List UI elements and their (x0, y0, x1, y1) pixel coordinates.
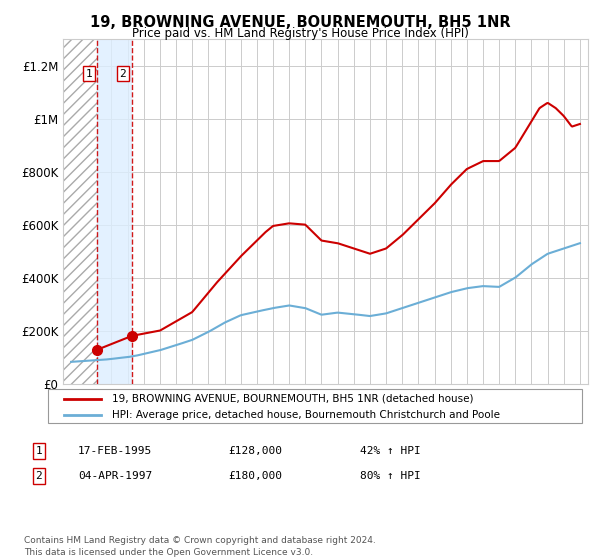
Text: 19, BROWNING AVENUE, BOURNEMOUTH, BH5 1NR: 19, BROWNING AVENUE, BOURNEMOUTH, BH5 1N… (89, 15, 511, 30)
Text: HPI: Average price, detached house, Bournemouth Christchurch and Poole: HPI: Average price, detached house, Bour… (112, 410, 500, 421)
Text: £180,000: £180,000 (228, 471, 282, 481)
Text: 04-APR-1997: 04-APR-1997 (78, 471, 152, 481)
Text: 1: 1 (85, 69, 92, 78)
Text: £128,000: £128,000 (228, 446, 282, 456)
FancyBboxPatch shape (48, 389, 582, 423)
Text: Contains HM Land Registry data © Crown copyright and database right 2024.
This d: Contains HM Land Registry data © Crown c… (24, 536, 376, 557)
Text: 17-FEB-1995: 17-FEB-1995 (78, 446, 152, 456)
Text: 1: 1 (35, 446, 43, 456)
Text: Price paid vs. HM Land Registry's House Price Index (HPI): Price paid vs. HM Land Registry's House … (131, 27, 469, 40)
Text: 2: 2 (35, 471, 43, 481)
Text: 80% ↑ HPI: 80% ↑ HPI (360, 471, 421, 481)
Text: 42% ↑ HPI: 42% ↑ HPI (360, 446, 421, 456)
Bar (97, 39, 131, 384)
Text: 19, BROWNING AVENUE, BOURNEMOUTH, BH5 1NR (detached house): 19, BROWNING AVENUE, BOURNEMOUTH, BH5 1N… (112, 394, 473, 404)
Bar (63, 39, 97, 384)
Text: 2: 2 (119, 69, 126, 78)
